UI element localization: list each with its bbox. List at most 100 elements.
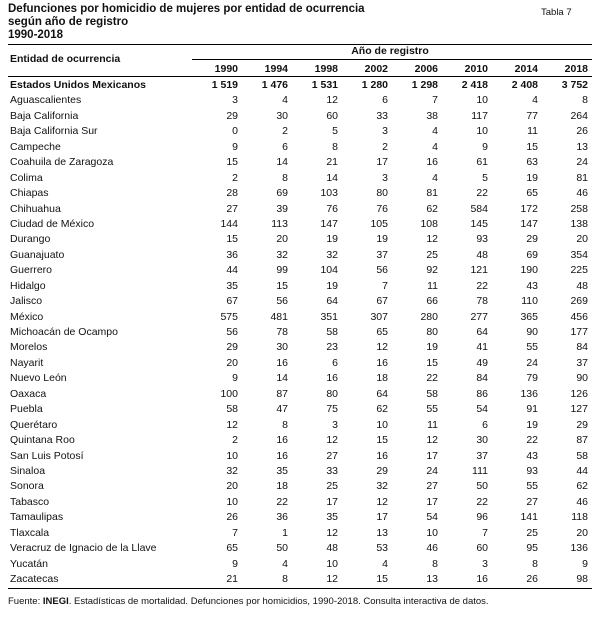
cell: 26 [576,125,588,138]
cell: 4 [432,125,438,138]
cell: 2 418 [461,79,488,91]
cell: 62 [576,480,588,493]
cell: 32 [276,248,288,261]
cell: 172 [520,202,538,215]
cell: 138 [570,217,588,230]
cell: 30 [276,109,288,122]
cell: 12 [326,94,338,107]
cell: 87 [576,434,588,447]
row-header: Entidad de ocurrencia [10,53,121,65]
cell: 8 [282,171,288,184]
cell: 80 [426,326,438,339]
cell: 11 [427,418,438,431]
cell: 127 [570,403,588,416]
cell: 35 [226,279,238,292]
footer-label: Fuente: [8,596,41,607]
cell: 79 [526,372,538,385]
cell: 113 [271,217,288,230]
cell: 13 [426,573,438,586]
cell: 58 [426,387,438,400]
cell: 27 [326,449,338,462]
cell: 4 [532,94,538,107]
cell: 9 [582,557,588,570]
footer: Fuente: INEGI. Estadísticas de mortalida… [8,595,489,608]
cell: 12 [326,434,338,447]
column-header: 2006 [414,63,438,75]
row-label: Tabasco [10,495,50,508]
cell: 24 [426,465,438,477]
row-label: Tamaulipas [10,511,64,524]
cell: 7 [432,94,438,107]
cell: 13 [376,526,388,539]
cell: 24 [576,156,588,169]
cell: 27 [426,480,438,493]
cell: 32 [226,465,238,477]
cell: 17 [376,156,388,169]
cell: 16 [476,573,488,586]
cell: 354 [570,248,588,261]
cell: 65 [376,326,388,339]
cell: 65 [526,187,538,200]
cell: 99 [276,264,288,277]
cell: 1 298 [411,79,438,91]
row-label: Sonora [10,480,44,493]
cell: 2 [232,171,238,184]
cell: 23 [326,341,338,354]
cell: 8 [582,94,588,107]
cell: 65 [226,542,238,555]
cell: 44 [226,264,238,277]
cell: 15 [226,156,238,169]
cell: 118 [571,511,588,524]
cell: 14 [276,372,288,385]
cell: 126 [570,387,588,400]
row-label: Baja California Sur [10,125,98,138]
row-label: Sinaloa [10,465,46,477]
cell: 10 [226,449,238,462]
column-header: 1994 [264,63,288,75]
cell: 28 [226,187,238,200]
cell: 43 [526,449,538,462]
cell: 11 [427,279,438,292]
cell: 27 [226,202,238,215]
cell: 95 [526,542,538,555]
cell: 121 [470,264,488,277]
cell: 18 [276,480,288,493]
cell: 10 [426,526,438,539]
cell: 16 [326,372,338,385]
cell: 7 [482,526,488,539]
cell: 22 [476,279,488,292]
cell: 3 [482,557,488,570]
cell: 64 [376,387,388,400]
cell: 365 [520,310,538,323]
rule [8,44,592,45]
row-label: Chihuahua [10,202,61,215]
cell: 16 [376,449,388,462]
cell: 10 [476,94,488,107]
cell: 12 [226,418,238,431]
cell: 147 [520,217,538,230]
cell: 80 [376,187,388,200]
cell: 58 [326,326,338,339]
row-label: Querétaro [10,418,58,431]
cell: 17 [376,511,388,524]
cell: 46 [576,495,588,508]
cell: 20 [276,233,288,246]
row-label: Oaxaca [10,387,47,400]
cell: 277 [470,310,488,323]
cell: 30 [476,434,488,447]
cell: 29 [376,465,388,477]
cell: 2 [232,434,238,447]
cell: 1 531 [311,79,338,91]
cell: 3 [382,125,388,138]
cell: 15 [376,434,388,447]
cell: 48 [326,542,338,555]
cell: 12 [326,573,338,586]
cell: 4 [382,557,388,570]
cell: 32 [326,248,338,261]
cell: 12 [426,434,438,447]
cell: 33 [326,465,338,477]
cell: 584 [470,202,488,215]
cell: 136 [570,542,588,555]
cell: 63 [526,156,538,169]
column-header: 1990 [214,63,238,75]
